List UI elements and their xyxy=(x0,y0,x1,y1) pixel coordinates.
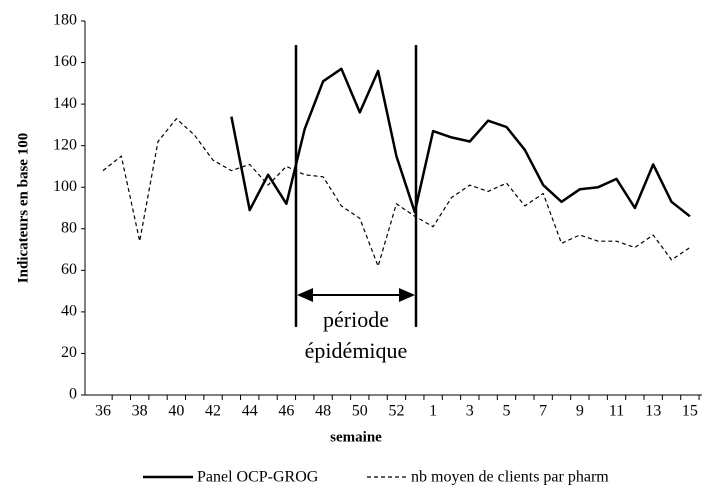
y-tick-label: 0 xyxy=(69,386,77,403)
x-tick-label: 50 xyxy=(352,403,368,420)
x-tick-label: 36 xyxy=(95,403,111,420)
x-tick-label: 15 xyxy=(682,403,698,420)
annotation: épidémique xyxy=(305,338,408,363)
x-tick-label: 52 xyxy=(388,403,404,420)
series-line xyxy=(102,118,691,267)
series-line xyxy=(230,67,691,218)
annotation: période xyxy=(323,307,389,332)
x-tick-label: 46 xyxy=(278,403,294,420)
x-tick-label: 44 xyxy=(242,403,258,420)
x-tick-label: 38 xyxy=(132,403,148,420)
y-axis-label: Indicateurs en base 100 xyxy=(15,133,31,283)
x-tick-label: 7 xyxy=(539,403,547,420)
y-tick-label: 80 xyxy=(61,219,77,236)
y-tick-label: 180 xyxy=(53,12,77,29)
x-tick-label: 48 xyxy=(315,403,331,420)
legend: Panel OCP-GROG nb moyen de clients par ph… xyxy=(143,469,609,486)
y-tick-label: 40 xyxy=(61,303,77,320)
x-axis-label: semaine xyxy=(330,429,382,445)
legend-label: nb moyen de clients par pharm xyxy=(411,469,609,486)
x-tick-label: 5 xyxy=(502,403,510,420)
x-tick-label: 40 xyxy=(168,403,184,420)
x-tick-label: 9 xyxy=(576,403,584,420)
x-tick-label: 11 xyxy=(609,403,624,420)
x-tick-label: 3 xyxy=(466,403,474,420)
x-tick-label: 42 xyxy=(205,403,221,420)
y-tick-label: 120 xyxy=(53,136,77,153)
y-tick-label: 160 xyxy=(53,53,77,70)
y-tick-label: 100 xyxy=(53,178,77,195)
x-tick-label: 13 xyxy=(645,403,661,420)
y-tick-label: 140 xyxy=(53,95,77,112)
y-tick-label: 60 xyxy=(61,261,77,278)
y-tick-label: 20 xyxy=(61,344,77,361)
legend-label: Panel OCP-GROG xyxy=(197,469,319,486)
arrow-head-left xyxy=(297,288,313,302)
arrow-head-right xyxy=(399,288,415,302)
x-tick-label: 1 xyxy=(429,403,437,420)
